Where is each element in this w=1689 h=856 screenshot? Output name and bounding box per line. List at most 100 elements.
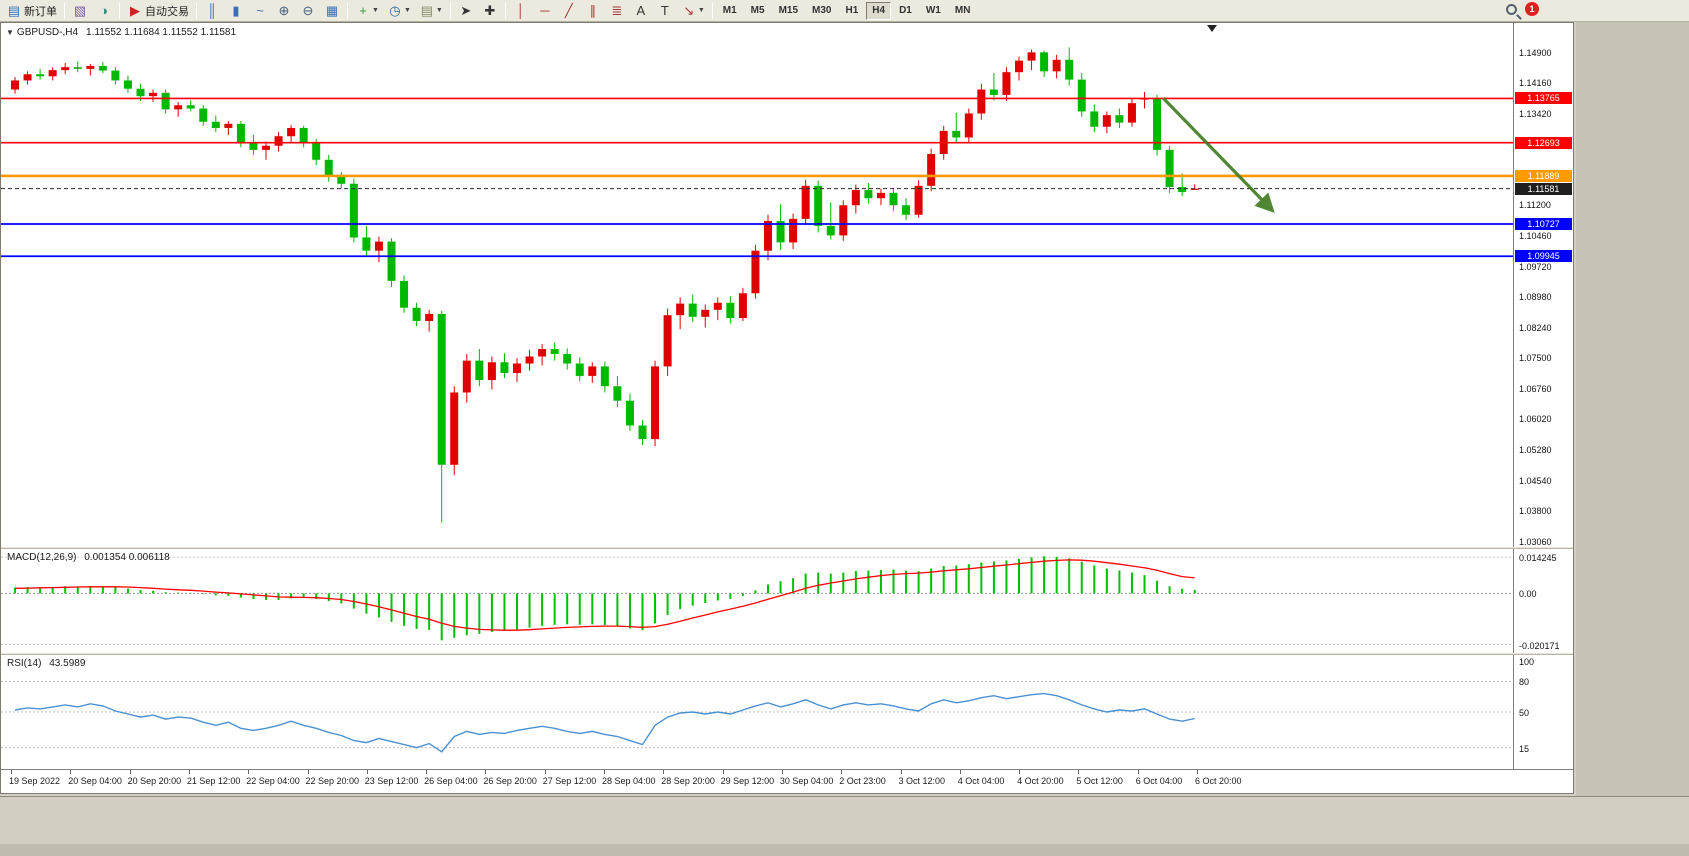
channel-button[interactable]: ∥ bbox=[581, 1, 605, 21]
chart-window-button[interactable]: ▧ bbox=[68, 1, 92, 21]
macd-histogram bbox=[14, 556, 1196, 641]
timeframe-h4-button[interactable]: H4 bbox=[866, 1, 892, 20]
timeframe-m30-button[interactable]: M30 bbox=[812, 5, 832, 16]
macd-signal-line bbox=[14, 559, 1195, 631]
level-price-tag: 1.12693 bbox=[1515, 136, 1572, 149]
axis-tick-label: 80 bbox=[1519, 677, 1530, 688]
fibonacci-icon: ≣ bbox=[611, 2, 623, 18]
line-chart-button[interactable]: ~ bbox=[248, 1, 272, 21]
horizontal-line-button[interactable]: ─ bbox=[533, 1, 557, 21]
time-label: 21 Sep 12:00 bbox=[186, 776, 241, 786]
candle-body bbox=[86, 65, 95, 69]
candle-body bbox=[161, 92, 170, 110]
rsi-axis[interactable]: 100 80 50 15 bbox=[1513, 655, 1573, 769]
time-tick bbox=[188, 770, 190, 774]
arrows-button[interactable]: ↘ ▼ bbox=[677, 1, 709, 21]
candle-body bbox=[651, 366, 660, 440]
tile-windows-button[interactable]: ▦ bbox=[320, 1, 344, 21]
candle-body bbox=[563, 354, 572, 364]
vertical-line-button[interactable]: │ bbox=[509, 1, 533, 21]
candle-body bbox=[1115, 115, 1124, 123]
trend-arrow[interactable] bbox=[1162, 97, 1275, 213]
vertical-line-icon: │ bbox=[516, 2, 525, 18]
price-pane[interactable]: ▼ GBPUSD-,H4 1.11552 1.11684 1.11552 1.115… bbox=[1, 23, 1573, 547]
candle-body bbox=[174, 105, 183, 110]
time-label: 4 Oct 20:00 bbox=[1017, 776, 1064, 786]
rsi-pane[interactable]: RSI(14) 43.5989 100 80 50 15 bbox=[1, 655, 1573, 769]
axis-tick-label: 1.10460 bbox=[1519, 230, 1552, 241]
time-label: 20 Sep 20:00 bbox=[127, 776, 182, 786]
level-price-tag: 1.09945 bbox=[1515, 250, 1572, 263]
new-order-button[interactable]: ▤ 新订单 bbox=[2, 1, 61, 21]
zoom-out-icon: ⊖ bbox=[302, 2, 314, 18]
macd-pane[interactable]: MACD(12,26,9) 0.001354 0.006118 0.014245… bbox=[1, 549, 1573, 653]
trendline-button[interactable]: ╱ bbox=[557, 1, 581, 21]
candle-body bbox=[550, 349, 559, 355]
pane-separator[interactable] bbox=[1, 653, 1573, 655]
time-tick bbox=[11, 770, 12, 774]
one-click-trading-toggle-icon[interactable]: ▼ bbox=[6, 28, 14, 37]
text-label-button[interactable]: T bbox=[653, 1, 677, 21]
toolbar-separator bbox=[196, 2, 197, 19]
candle-body bbox=[927, 154, 936, 186]
autotrading-icon: ▶ bbox=[130, 2, 140, 18]
candle-body bbox=[123, 80, 132, 89]
indicators-button[interactable]: + ▼ bbox=[351, 1, 383, 21]
text-button[interactable]: A bbox=[629, 1, 653, 21]
crosshair-button[interactable]: ✚ bbox=[478, 1, 502, 21]
candle-body bbox=[61, 67, 70, 71]
candle-body bbox=[839, 205, 848, 236]
pane-separator[interactable] bbox=[1, 547, 1573, 549]
timeframe-d1-button[interactable]: D1 bbox=[899, 5, 912, 16]
toolbar-separator bbox=[504, 2, 506, 19]
search-icon[interactable] bbox=[1506, 3, 1517, 15]
templates-button[interactable]: ▤ ▼ bbox=[415, 1, 447, 21]
candle-body bbox=[538, 349, 547, 357]
zoom-out-button[interactable]: ⊖ bbox=[296, 1, 320, 21]
candle-body bbox=[776, 220, 785, 243]
cursor-button[interactable]: ➤ bbox=[454, 1, 478, 21]
time-tick bbox=[781, 770, 783, 774]
horizontal-line-icon: ─ bbox=[540, 2, 550, 18]
candle-body bbox=[236, 123, 245, 143]
candle-body bbox=[136, 88, 145, 97]
macd-axis[interactable]: 0.014245 0.00 -0.020171 bbox=[1513, 549, 1573, 653]
price-axis[interactable]: 1.14900 1.14160 1.13420 1.11200 1.10460 1.097… bbox=[1513, 23, 1573, 547]
timeframe-m15-button[interactable]: M15 bbox=[778, 5, 799, 16]
fibonacci-button[interactable]: ≣ bbox=[605, 1, 629, 21]
timeframe-m5-button[interactable]: M5 bbox=[750, 5, 765, 16]
time-label: 26 Sep 20:00 bbox=[483, 776, 537, 786]
time-label: 3 Oct 12:00 bbox=[898, 776, 946, 786]
candle-body bbox=[274, 136, 283, 146]
time-axis[interactable]: 19 Sep 2022 20 Sep 04:00 20 Sep 20:00 21 Se… bbox=[1, 769, 1573, 793]
candlestick-button[interactable]: ▮ bbox=[224, 1, 248, 21]
time-tick bbox=[248, 770, 250, 774]
time-tick bbox=[544, 770, 546, 774]
candle-body bbox=[851, 189, 860, 206]
tile-windows-icon: ▦ bbox=[325, 2, 339, 18]
autotrading-button[interactable]: ▶ 自动交易 bbox=[123, 1, 193, 21]
candle-body bbox=[500, 362, 509, 374]
timeframe-mn-button[interactable]: MN bbox=[954, 5, 971, 16]
chart-shift-marker[interactable] bbox=[1207, 25, 1217, 32]
notification-badge[interactable]: 1 bbox=[1525, 2, 1539, 16]
periods-button[interactable]: ◷ ▼ bbox=[383, 1, 415, 21]
candle-body bbox=[11, 80, 19, 90]
timeframe-h1-button[interactable]: H1 bbox=[845, 5, 859, 16]
bar-chart-button[interactable]: ║ bbox=[200, 1, 224, 21]
candle-body bbox=[1165, 149, 1174, 188]
profiles-button[interactable]: ◑ bbox=[92, 1, 116, 21]
zoom-in-button[interactable]: ⊕ bbox=[272, 1, 296, 21]
chart-plot-area[interactable] bbox=[1, 23, 1513, 547]
new-order-button-label: 新订单 bbox=[24, 5, 57, 18]
candle-body bbox=[400, 280, 409, 308]
toolbar-separator bbox=[449, 2, 451, 19]
time-tick bbox=[1197, 770, 1198, 774]
timeframe-m1-button[interactable]: M1 bbox=[722, 5, 737, 16]
zoom-in-icon: ⊕ bbox=[278, 2, 290, 18]
timeframe-w1-button[interactable]: W1 bbox=[925, 5, 941, 16]
mdi-background bbox=[1576, 22, 1689, 855]
axis-tick-label: -0.020171 bbox=[1519, 640, 1560, 651]
time-tick bbox=[663, 770, 665, 774]
bottom-edge bbox=[0, 844, 1689, 856]
